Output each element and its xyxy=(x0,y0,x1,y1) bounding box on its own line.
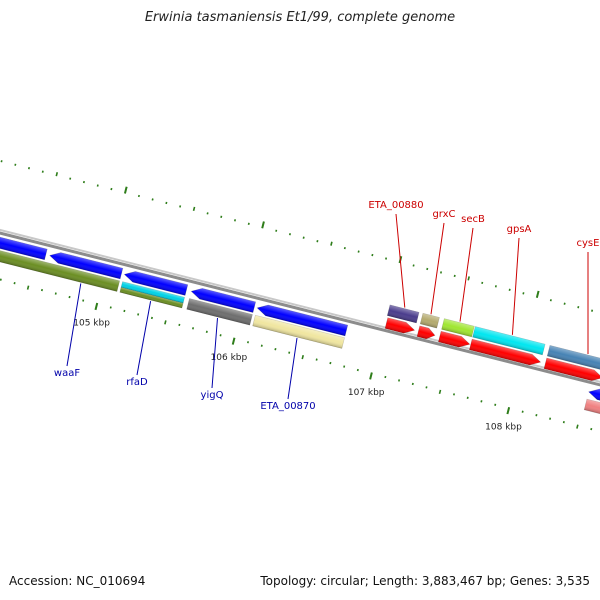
cds-eta00880[interactable] xyxy=(384,317,416,336)
ruler-major-tick xyxy=(369,372,373,380)
tick-label: 105 kbp xyxy=(73,318,110,328)
cds-eta00870[interactable] xyxy=(256,303,349,337)
cds-yigq[interactable] xyxy=(190,286,257,313)
gene-eta00880-label[interactable]: ETA_00880 xyxy=(368,200,423,211)
cds-cyse[interactable] xyxy=(543,357,600,383)
gene-yigq-label[interactable]: yigQ xyxy=(201,390,224,401)
gene-waaf-leader xyxy=(66,283,82,367)
ruler-minor-tick xyxy=(301,354,304,360)
gene-gpsa-leader xyxy=(511,237,520,335)
gene-eta00870-cog[interactable] xyxy=(252,314,345,349)
outer-ruler xyxy=(0,160,594,312)
gene-eta00870-leader xyxy=(287,338,298,400)
backbone-line xyxy=(0,204,600,414)
topology-text: Topology: circular; Length: 3,883,467 bp… xyxy=(260,574,590,588)
gene-yigq-leader xyxy=(211,317,218,389)
cds-waaf[interactable] xyxy=(48,250,124,280)
ruler-minor-tick xyxy=(26,285,30,290)
gene-gpsa-cog[interactable] xyxy=(472,326,546,356)
ruler-major-tick xyxy=(231,337,236,345)
gene-eta00880-cog[interactable] xyxy=(386,304,420,324)
genome-track xyxy=(0,160,600,431)
gene-waaf-label[interactable]: waaF xyxy=(54,368,80,379)
gene-secb-label[interactable]: secB xyxy=(461,214,485,225)
gene-yigq-cog[interactable] xyxy=(186,298,253,326)
ruler-minor-tick xyxy=(55,172,59,177)
accession-text: Accession: NC_010694 xyxy=(9,574,146,588)
gene-grxc-label[interactable]: grxC xyxy=(432,209,455,220)
ruler-minor-tick xyxy=(192,206,196,212)
tick-label: 106 kbp xyxy=(211,353,248,363)
gene-right-cog[interactable] xyxy=(583,398,600,418)
gene-rfad-label[interactable]: rfaD xyxy=(126,377,148,388)
gene-cyse-label[interactable]: cysE xyxy=(577,238,600,249)
gene-secb-leader xyxy=(459,227,474,322)
ruler-minor-tick xyxy=(576,424,579,429)
cds-gpsa[interactable] xyxy=(469,338,542,367)
ruler-major-tick xyxy=(261,221,265,229)
ruler-minor-tick xyxy=(438,389,442,394)
cds-grxc[interactable] xyxy=(416,325,436,341)
ruler-minor-tick xyxy=(164,320,167,325)
cds-secb[interactable] xyxy=(438,330,471,349)
ruler-minor-tick xyxy=(467,276,470,281)
gene-waaf-cog[interactable] xyxy=(0,241,121,292)
gene-cyse-cog[interactable] xyxy=(546,345,600,376)
gene-rfad-leader xyxy=(136,301,152,376)
gene-secb-cog[interactable] xyxy=(441,318,475,338)
ruler-major-tick xyxy=(94,302,99,311)
gene-grxc-leader xyxy=(430,222,445,315)
inner-ruler xyxy=(0,278,593,431)
gene-rfad-cog-b[interactable] xyxy=(119,287,184,309)
tick-label: 107 kbp xyxy=(348,388,385,398)
gene-eta00870-label[interactable]: ETA_00870 xyxy=(260,401,315,412)
cds-left[interactable] xyxy=(0,232,48,261)
cds-rfad[interactable] xyxy=(123,269,189,296)
ruler-major-tick xyxy=(123,186,128,194)
gene-eta00880-leader xyxy=(395,213,406,308)
map-title: Erwinia tasmaniensis Et1/99, complete ge… xyxy=(144,10,456,25)
gene-gpsa-label[interactable]: gpsA xyxy=(507,224,532,235)
tick-label: 108 kbp xyxy=(485,423,522,433)
ruler-minor-tick xyxy=(330,241,333,246)
gene-rfad-cog-a[interactable] xyxy=(120,281,185,304)
ruler-major-tick xyxy=(535,290,540,298)
cds-right[interactable] xyxy=(587,387,600,405)
gene-grxc-cog[interactable] xyxy=(419,312,440,329)
ruler-major-tick xyxy=(506,407,511,415)
